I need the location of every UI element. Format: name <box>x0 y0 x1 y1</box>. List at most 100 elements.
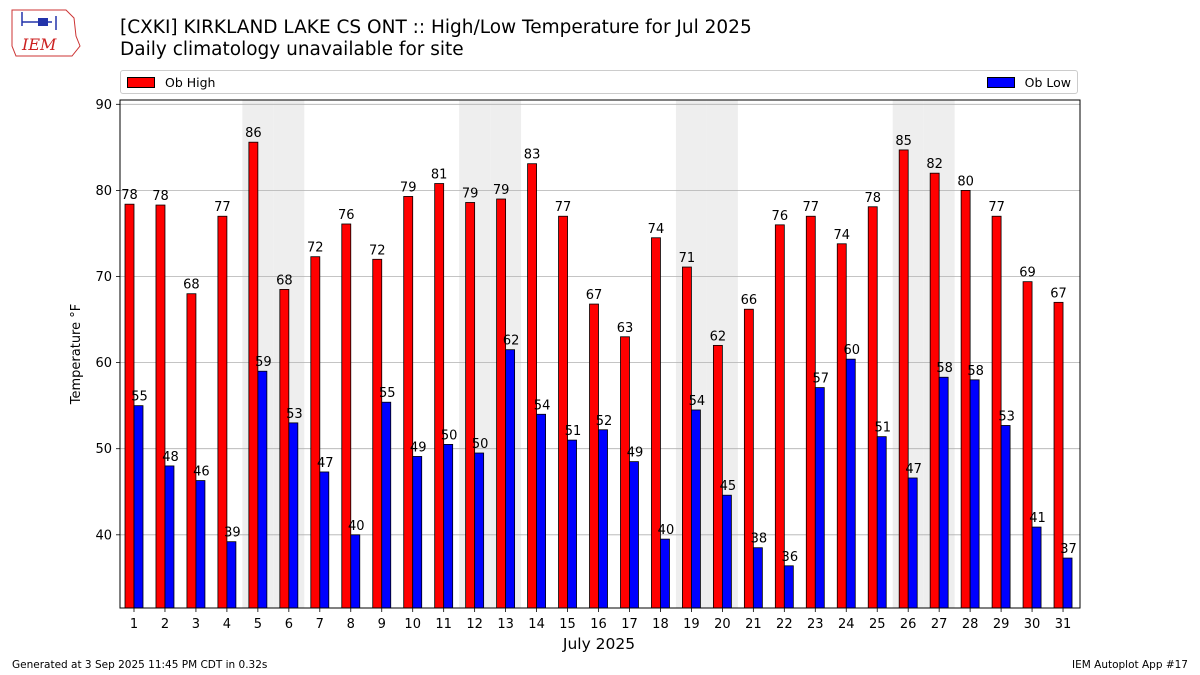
data-label-ob-low: 62 <box>503 334 520 349</box>
data-label-ob-high: 78 <box>152 189 169 204</box>
x-tick-label: 16 <box>590 617 607 632</box>
legend-label-ob-high: Ob High <box>165 75 216 90</box>
bar-ob-low <box>288 422 299 609</box>
bar-ob-high <box>279 289 290 609</box>
data-label-ob-low: 51 <box>565 424 582 439</box>
bar-ob-high <box>743 308 754 609</box>
x-tick-label: 26 <box>900 617 917 632</box>
bar-ob-high <box>1053 301 1064 609</box>
data-label-ob-low: 49 <box>627 446 644 461</box>
data-label-ob-low: 54 <box>689 394 706 409</box>
legend-swatch-ob-high <box>127 77 155 88</box>
data-label-ob-high: 67 <box>586 288 603 303</box>
legend-item-ob-high: Ob High <box>127 75 215 90</box>
bar-ob-low <box>164 465 175 609</box>
data-label-ob-high: 63 <box>617 321 634 336</box>
data-label-ob-low: 45 <box>720 479 737 494</box>
data-label-ob-high: 81 <box>431 168 448 183</box>
x-tick-label: 5 <box>254 617 262 632</box>
y-tick-label: 70 <box>95 270 112 285</box>
bar-ob-low <box>226 541 237 609</box>
bar-ob-high <box>651 237 661 609</box>
x-tick-label: 27 <box>931 617 948 632</box>
x-tick-label: 19 <box>683 617 700 632</box>
x-tick-label: 4 <box>223 617 231 632</box>
data-label-ob-low: 55 <box>379 386 396 401</box>
data-label-ob-high: 62 <box>710 329 727 344</box>
data-label-ob-low: 49 <box>410 440 427 455</box>
x-tick-label: 29 <box>993 617 1010 632</box>
data-label-ob-high: 72 <box>307 241 324 256</box>
bar-ob-low <box>505 349 516 609</box>
bar-ob-low <box>350 534 361 609</box>
data-label-ob-high: 66 <box>741 293 758 308</box>
svg-text:IEM: IEM <box>21 35 57 54</box>
bar-ob-low <box>721 494 732 609</box>
data-label-ob-low: 58 <box>967 364 984 379</box>
legend-swatch-ob-low <box>986 77 1015 88</box>
data-label-ob-low: 48 <box>162 450 179 465</box>
bar-ob-low <box>474 452 485 609</box>
y-tick-label: 80 <box>95 184 112 199</box>
bar-ob-low <box>629 461 639 609</box>
bar-ob-low <box>876 436 887 609</box>
bar-ob-high <box>217 215 228 609</box>
bar-ob-low <box>257 370 268 609</box>
bar-ob-high <box>341 223 352 609</box>
data-label-ob-low: 53 <box>286 407 303 422</box>
data-label-ob-low: 40 <box>658 523 675 538</box>
x-tick-label: 9 <box>378 617 386 632</box>
data-label-ob-high: 83 <box>524 148 541 163</box>
data-label-ob-high: 69 <box>1019 266 1036 281</box>
data-label-ob-low: 50 <box>472 437 489 452</box>
data-label-ob-high: 79 <box>462 186 479 201</box>
bar-ob-high <box>558 215 568 609</box>
data-label-ob-low: 59 <box>255 355 272 370</box>
data-label-ob-high: 77 <box>214 200 231 215</box>
data-label-ob-high: 72 <box>369 243 386 258</box>
y-tick-label: 50 <box>95 442 112 457</box>
bar-ob-high <box>310 256 321 609</box>
bar-ob-high <box>589 303 599 609</box>
x-tick-label: 14 <box>528 617 545 632</box>
bar-ob-high <box>682 266 692 609</box>
data-label-ob-high: 67 <box>1050 286 1067 301</box>
x-tick-label: 24 <box>838 617 855 632</box>
x-tick-label: 10 <box>404 617 421 632</box>
bar-ob-high <box>527 163 537 609</box>
bar-ob-high <box>805 215 816 609</box>
y-tick-label: 90 <box>95 98 112 113</box>
data-label-ob-high: 74 <box>833 228 850 243</box>
data-label-ob-low: 36 <box>782 550 799 565</box>
x-tick-label: 13 <box>497 617 514 632</box>
bar-ob-low <box>691 409 701 609</box>
bar-ob-high <box>124 203 135 609</box>
data-label-ob-low: 58 <box>936 361 953 376</box>
bar-ob-high <box>712 344 723 609</box>
bar-ob-high <box>620 336 630 609</box>
data-label-ob-low: 54 <box>534 398 551 413</box>
x-tick-label: 8 <box>347 617 355 632</box>
data-label-ob-high: 85 <box>895 134 912 149</box>
data-label-ob-low: 41 <box>1029 511 1046 526</box>
bar-ob-high <box>186 293 197 609</box>
data-label-ob-low: 52 <box>596 414 613 429</box>
data-label-ob-high: 74 <box>648 222 665 237</box>
data-label-ob-high: 77 <box>803 200 820 215</box>
data-label-ob-low: 39 <box>224 526 241 541</box>
x-tick-label: 1 <box>130 617 138 632</box>
x-tick-label: 3 <box>192 617 200 632</box>
bar-ob-low <box>752 547 763 609</box>
x-tick-label: 25 <box>869 617 886 632</box>
bar-ob-low <box>567 439 577 609</box>
footer-generated-text: Generated at 3 Sep 2025 11:45 PM CDT in … <box>12 659 268 671</box>
x-tick-label: 15 <box>559 617 576 632</box>
data-label-ob-high: 86 <box>245 126 262 141</box>
bar-ob-low <box>845 358 856 609</box>
bar-ob-high <box>403 196 414 609</box>
data-label-ob-low: 51 <box>874 421 891 436</box>
x-tick-label: 6 <box>285 617 293 632</box>
data-label-ob-high: 77 <box>988 200 1005 215</box>
data-label-ob-high: 77 <box>555 200 572 215</box>
